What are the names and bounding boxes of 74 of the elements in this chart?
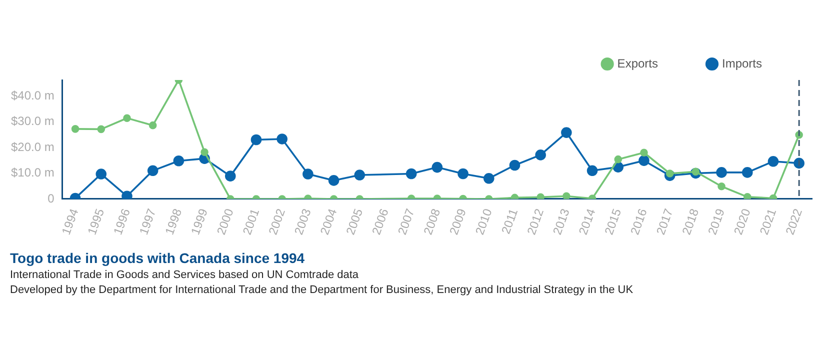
- point: [768, 156, 779, 167]
- point: [483, 172, 494, 184]
- x-tick-label: 2017: [653, 206, 676, 237]
- x-tick-label: 2009: [446, 206, 470, 237]
- x-tick-label: 1997: [136, 206, 159, 237]
- point: [509, 160, 520, 171]
- y-tick-label: $30.0 m: [11, 114, 54, 128]
- legend-label: Imports: [722, 56, 762, 70]
- point: [535, 150, 546, 160]
- point: [614, 155, 622, 164]
- y-tick-label: 0: [48, 191, 55, 206]
- point: [97, 125, 106, 134]
- x-tick-label: 1999: [188, 206, 211, 237]
- point: [354, 170, 366, 180]
- point: [692, 168, 700, 176]
- point: [123, 114, 131, 122]
- x-tick-label: 2020: [731, 206, 754, 237]
- x-tick-label: 2014: [576, 206, 598, 237]
- text: Developed by the Department for International Trade and the Department for Business, Energy and Industrial Strategy in the UK: [10, 284, 634, 296]
- point: [742, 167, 753, 178]
- x-tick-label: 2012: [524, 206, 547, 237]
- x-tick-label: 1998: [162, 206, 185, 237]
- x-tick-label: 2015: [602, 206, 624, 237]
- x-tick-label: 1996: [110, 206, 134, 237]
- point: [147, 165, 158, 176]
- text: International Trade in Goods and Services based on UN Comtrade data: [10, 269, 360, 281]
- point: [71, 125, 80, 133]
- x-tick-label: 2004: [317, 206, 340, 237]
- x-tick-label: 2001: [240, 206, 262, 237]
- point: [406, 168, 417, 180]
- x-tick-label: 2005: [343, 206, 366, 237]
- point: [200, 148, 208, 156]
- point: [536, 193, 544, 199]
- point: [276, 134, 288, 144]
- point: [640, 148, 648, 157]
- point: [328, 175, 340, 186]
- x-tick-label: 2008: [420, 206, 444, 237]
- point: [586, 165, 598, 176]
- point: [224, 170, 236, 182]
- x-tick-label: 2019: [705, 206, 728, 237]
- x-tick-label: 2003: [292, 206, 314, 237]
- y-tick-label: $20.0 m: [11, 140, 54, 154]
- x-tick-label: 2010: [472, 206, 495, 237]
- point: [302, 168, 314, 180]
- point: [458, 168, 468, 180]
- x-tick-label: 2022: [782, 206, 806, 237]
- point: [562, 192, 570, 199]
- point: [250, 134, 262, 146]
- x-tick-label: 2007: [394, 206, 418, 237]
- legend-label: Exports: [617, 56, 658, 70]
- point: [173, 155, 184, 166]
- x-tick-label: 2000: [214, 206, 236, 237]
- point: [716, 167, 727, 178]
- x-tick-label: 2002: [266, 206, 288, 237]
- x-tick-label: 2013: [550, 206, 572, 237]
- point: [561, 127, 572, 138]
- point: [638, 155, 650, 166]
- x-tick-label: 2021: [756, 206, 780, 237]
- y-tick-label: $40.0 m: [11, 88, 54, 102]
- point: [96, 168, 107, 180]
- x-tick-label: 1995: [84, 206, 108, 237]
- point: [666, 170, 674, 178]
- x-tick-label: 2018: [679, 206, 702, 237]
- point: [432, 162, 443, 173]
- x-tick-label: 2011: [498, 206, 521, 236]
- y-tick-label: $10.0 m: [11, 166, 54, 180]
- point: [148, 121, 157, 130]
- text: Togo trade in goods with Canada since 1994: [10, 250, 306, 266]
- x-tick-label: 1994: [58, 206, 82, 237]
- point: [743, 193, 752, 199]
- x-tick-label: 2006: [369, 206, 392, 237]
- point: [718, 182, 726, 190]
- x-tick-label: 2016: [628, 206, 650, 237]
- point: [122, 190, 132, 199]
